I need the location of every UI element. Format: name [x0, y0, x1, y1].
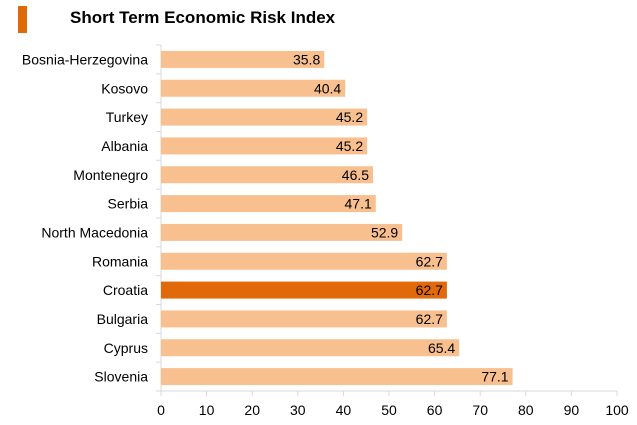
- bar-romania: [161, 252, 447, 270]
- y-tick-label: Serbia: [108, 196, 149, 212]
- data-label: 52.9: [371, 224, 398, 240]
- y-tick-label: Turkey: [106, 109, 148, 125]
- chart-header: Short Term Economic Risk Index: [0, 0, 637, 40]
- y-tick-label: Kosovo: [101, 80, 148, 96]
- bar-kosovo: [161, 79, 346, 97]
- x-tick-label: 20: [244, 402, 260, 418]
- x-tick-label: 10: [199, 402, 215, 418]
- data-label: 47.1: [345, 196, 372, 212]
- y-tick-label: Bulgaria: [97, 311, 149, 327]
- y-tick-label: Montenegro: [73, 167, 148, 183]
- x-tick-label: 100: [605, 402, 629, 418]
- y-tick-label: Cyprus: [104, 340, 148, 356]
- y-tick-label: Romania: [92, 253, 148, 269]
- bar-slovenia: [161, 368, 513, 386]
- data-label: 45.2: [336, 109, 363, 125]
- data-label: 77.1: [481, 369, 508, 385]
- data-label: 35.8: [293, 51, 320, 67]
- x-tick-label: 80: [518, 402, 534, 418]
- x-tick-label: 50: [381, 402, 397, 418]
- bar-cyprus: [161, 339, 460, 357]
- x-tick-label: 90: [564, 402, 580, 418]
- data-label: 40.4: [314, 80, 341, 96]
- x-tick-label: 40: [336, 402, 352, 418]
- y-tick-label: Croatia: [103, 282, 148, 298]
- data-label: 62.7: [416, 253, 443, 269]
- x-tick-label: 70: [472, 402, 488, 418]
- x-tick-label: 30: [290, 402, 306, 418]
- title-accent-bar: [18, 6, 27, 33]
- data-label: 62.7: [416, 311, 443, 327]
- bar-montenegro: [161, 166, 374, 184]
- x-tick-label: 60: [427, 402, 443, 418]
- bar-north-macedonia: [161, 223, 403, 241]
- bar-turkey: [161, 108, 368, 126]
- bar-bosnia-herzegovina: [161, 50, 325, 68]
- data-label: 46.5: [342, 167, 369, 183]
- y-tick-label: Bosnia-Herzegovina: [22, 51, 148, 67]
- bar-bulgaria: [161, 310, 447, 328]
- y-tick-label: North Macedonia: [41, 224, 148, 240]
- data-label: 45.2: [336, 138, 363, 154]
- chart-title: Short Term Economic Risk Index: [70, 8, 336, 27]
- y-tick-label: Slovenia: [94, 369, 148, 385]
- x-tick-label: 0: [157, 402, 165, 418]
- y-tick-label: Albania: [101, 138, 148, 154]
- data-label: 65.4: [428, 340, 455, 356]
- data-label: 62.7: [416, 282, 443, 298]
- bar-serbia: [161, 195, 376, 213]
- bar-albania: [161, 137, 368, 155]
- bar-croatia: [161, 281, 447, 299]
